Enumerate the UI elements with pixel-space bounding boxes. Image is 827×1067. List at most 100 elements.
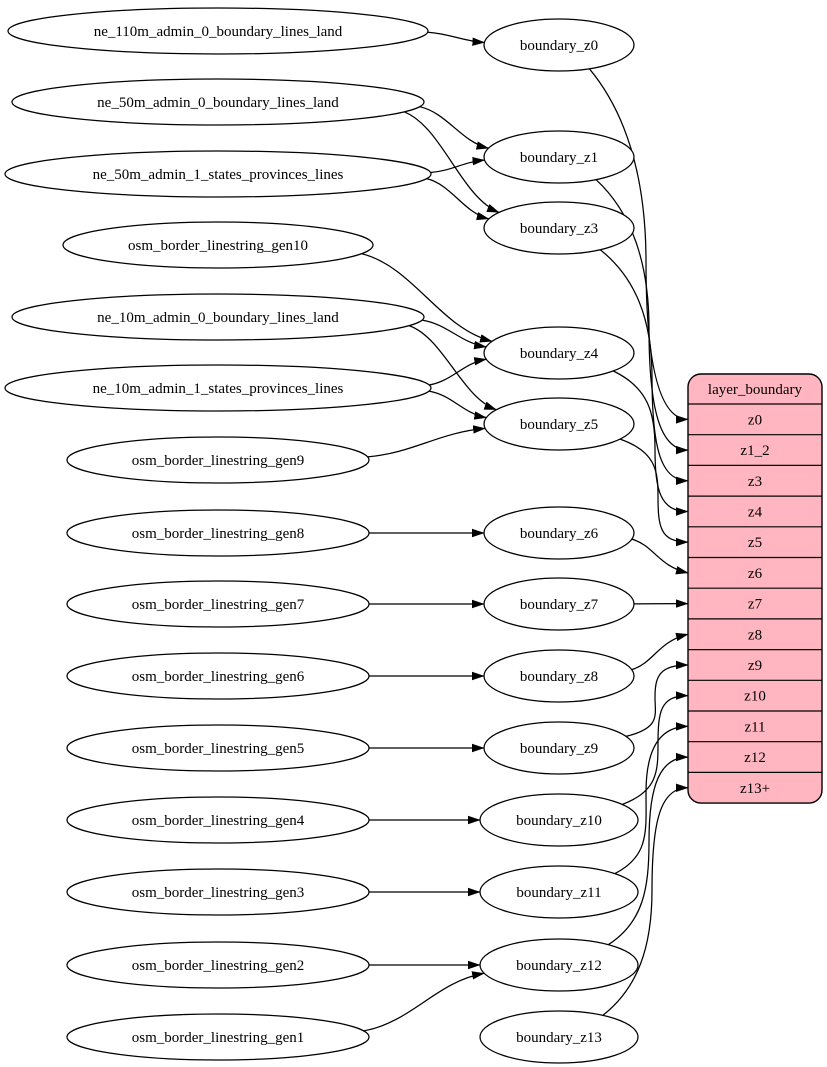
node-boundary_z7: boundary_z7 xyxy=(483,577,635,631)
node-osm_border_linestring_gen4: osm_border_linestring_gen4 xyxy=(66,796,370,844)
edge-ne_50m_admin_0_boundary_lines_land-to-boundary_z1 xyxy=(419,106,490,150)
node-boundary_z10: boundary_z10 xyxy=(479,793,639,847)
node-shape-ne_50m_admin_1_states_provinces_lines xyxy=(4,150,432,198)
node-shape-osm_border_linestring_gen9 xyxy=(66,436,370,484)
table-cell-label-z6: z6 xyxy=(748,566,763,582)
table-row-z5: z5 xyxy=(748,535,762,551)
node-label-osm_border_linestring_gen9: osm_border_linestring_gen9 xyxy=(132,453,304,469)
table-row-z4: z4 xyxy=(748,505,763,521)
table-cell-label-z11: z11 xyxy=(744,719,765,735)
table-cell-label-z8: z8 xyxy=(748,627,762,643)
node-label-osm_border_linestring_gen8: osm_border_linestring_gen8 xyxy=(132,526,304,542)
edge-boundary_z9-to-layer_boundary-z9 xyxy=(625,660,689,738)
table-cell-label-z7: z7 xyxy=(748,597,763,613)
node-osm_border_linestring_gen5: osm_border_linestring_gen5 xyxy=(66,724,370,772)
node-boundary_z6: boundary_z6 xyxy=(483,506,635,560)
node-osm_border_linestring_gen2: osm_border_linestring_gen2 xyxy=(66,941,370,989)
node-label-boundary_z12: boundary_z12 xyxy=(516,958,602,974)
node-label-osm_border_linestring_gen1: osm_border_linestring_gen1 xyxy=(132,1030,304,1046)
edge-ne_10m_admin_1_states_provinces_lines-to-boundary_z5 xyxy=(428,390,487,420)
node-label-boundary_z3: boundary_z3 xyxy=(520,221,598,237)
node-label-boundary_z7: boundary_z7 xyxy=(520,597,599,613)
edge-ne_110m_admin_0_boundary_lines_land-to-boundary_z0 xyxy=(427,31,485,46)
node-shape-osm_border_linestring_gen3 xyxy=(66,868,370,916)
node-label-boundary_z4: boundary_z4 xyxy=(520,346,599,362)
node-ne_50m_admin_0_boundary_lines_land: ne_50m_admin_0_boundary_lines_land xyxy=(11,78,425,126)
node-shape-boundary_z4 xyxy=(483,326,635,380)
table-cell-label-z13+: z13+ xyxy=(740,781,770,797)
node-label-osm_border_linestring_gen10: osm_border_linestring_gen10 xyxy=(128,238,308,254)
table-cell-label-z3: z3 xyxy=(748,474,762,490)
edge-ne_50m_admin_1_states_provinces_lines-to-boundary_z1 xyxy=(430,156,486,174)
table-cell-label-z9: z9 xyxy=(748,658,762,674)
node-shape-boundary_z8 xyxy=(483,649,635,703)
edge-boundary_z12-to-layer_boundary-z12 xyxy=(607,752,689,946)
table-row-z6: z6 xyxy=(748,566,763,582)
table-row-z8: z8 xyxy=(748,627,762,643)
edge-boundary_z10-to-layer_boundary-z10 xyxy=(621,691,689,805)
node-label-boundary_z11: boundary_z11 xyxy=(516,885,601,901)
node-label-osm_border_linestring_gen5: osm_border_linestring_gen5 xyxy=(132,741,304,757)
node-boundary_z5: boundary_z5 xyxy=(483,397,635,451)
edge-boundary_z3-to-layer_boundary-z3 xyxy=(599,249,689,485)
node-shape-ne_10m_admin_1_states_provinces_lines xyxy=(4,364,432,412)
table-row-z11: z11 xyxy=(744,719,765,735)
node-label-boundary_z6: boundary_z6 xyxy=(520,526,599,542)
table-row-z0: z0 xyxy=(748,412,762,428)
edge-boundary_z13-to-layer_boundary-z13+ xyxy=(602,783,689,1016)
table-cell-label-z0: z0 xyxy=(748,412,762,428)
node-boundary_z12: boundary_z12 xyxy=(479,938,639,992)
node-label-boundary_z0: boundary_z0 xyxy=(520,38,598,54)
node-shape-osm_border_linestring_gen4 xyxy=(66,796,370,844)
node-osm_border_linestring_gen8: osm_border_linestring_gen8 xyxy=(66,509,370,557)
node-ne_110m_admin_0_boundary_lines_land: ne_110m_admin_0_boundary_lines_land xyxy=(7,7,429,55)
node-shape-osm_border_linestring_gen10 xyxy=(62,221,374,269)
node-shape-ne_50m_admin_0_boundary_lines_land xyxy=(11,78,425,126)
node-boundary_z1: boundary_z1 xyxy=(483,130,635,184)
table-row-z7: z7 xyxy=(748,597,763,613)
node-shape-osm_border_linestring_gen2 xyxy=(66,941,370,989)
node-label-ne_50m_admin_0_boundary_lines_land: ne_50m_admin_0_boundary_lines_land xyxy=(97,95,339,111)
edge-boundary_z8-to-layer_boundary-z8 xyxy=(631,632,689,671)
node-osm_border_linestring_gen7: osm_border_linestring_gen7 xyxy=(66,580,370,628)
node-shape-boundary_z11 xyxy=(479,865,639,919)
node-osm_border_linestring_gen6: osm_border_linestring_gen6 xyxy=(66,652,370,700)
edge-osm_border_linestring_gen10-to-boundary_z4 xyxy=(361,253,493,343)
edge-boundary_z4-to-layer_boundary-z4 xyxy=(613,370,689,516)
table-cell-label-z12: z12 xyxy=(744,750,766,766)
edge-osm_border_linestring_gen1-to-boundary_z12 xyxy=(363,971,485,1032)
edge-boundary_z0-to-layer_boundary-z0 xyxy=(588,68,689,424)
node-shape-boundary_z13 xyxy=(479,1010,639,1064)
table-cell-label-z10: z10 xyxy=(744,689,766,705)
node-label-boundary_z9: boundary_z9 xyxy=(520,741,598,757)
node-ne_10m_admin_1_states_provinces_lines: ne_10m_admin_1_states_provinces_lines xyxy=(4,364,432,412)
edge-ne_10m_admin_0_boundary_lines_land-to-boundary_z4 xyxy=(422,319,487,350)
node-shape-boundary_z12 xyxy=(479,938,639,992)
node-shape-osm_border_linestring_gen7 xyxy=(66,580,370,628)
node-shape-boundary_z5 xyxy=(483,397,635,451)
table-row-z3: z3 xyxy=(748,474,762,490)
node-osm_border_linestring_gen9: osm_border_linestring_gen9 xyxy=(66,436,370,484)
node-osm_border_linestring_gen3: osm_border_linestring_gen3 xyxy=(66,868,370,916)
node-osm_border_linestring_gen1: osm_border_linestring_gen1 xyxy=(66,1013,370,1061)
table-cell-label-z5: z5 xyxy=(748,535,762,551)
node-shape-osm_border_linestring_gen1 xyxy=(66,1013,370,1061)
edge-ne_10m_admin_0_boundary_lines_land-to-boundary_z5 xyxy=(408,325,497,411)
node-shape-osm_border_linestring_gen5 xyxy=(66,724,370,772)
edge-ne_50m_admin_1_states_provinces_lines-to-boundary_z3 xyxy=(426,177,490,221)
edge-osm_border_linestring_gen9-to-boundary_z5 xyxy=(367,425,486,458)
table-cell-label-z4: z4 xyxy=(748,505,763,521)
node-label-boundary_z10: boundary_z10 xyxy=(516,813,602,829)
node-label-ne_110m_admin_0_boundary_lines_land: ne_110m_admin_0_boundary_lines_land xyxy=(94,24,343,40)
node-shape-osm_border_linestring_gen6 xyxy=(66,652,370,700)
node-shape-boundary_z7 xyxy=(483,577,635,631)
node-label-osm_border_linestring_gen7: osm_border_linestring_gen7 xyxy=(132,597,305,613)
node-label-boundary_z1: boundary_z1 xyxy=(520,150,598,166)
node-label-ne_50m_admin_1_states_provinces_lines: ne_50m_admin_1_states_provinces_lines xyxy=(93,167,344,183)
edge-boundary_z5-to-layer_boundary-z5 xyxy=(619,438,689,547)
node-ne_50m_admin_1_states_provinces_lines: ne_50m_admin_1_states_provinces_lines xyxy=(4,150,432,198)
node-label-ne_10m_admin_1_states_provinces_lines: ne_10m_admin_1_states_provinces_lines xyxy=(93,381,344,397)
node-label-osm_border_linestring_gen3: osm_border_linestring_gen3 xyxy=(132,885,304,901)
edge-ne_50m_admin_0_boundary_lines_land-to-boundary_z3 xyxy=(403,111,500,213)
